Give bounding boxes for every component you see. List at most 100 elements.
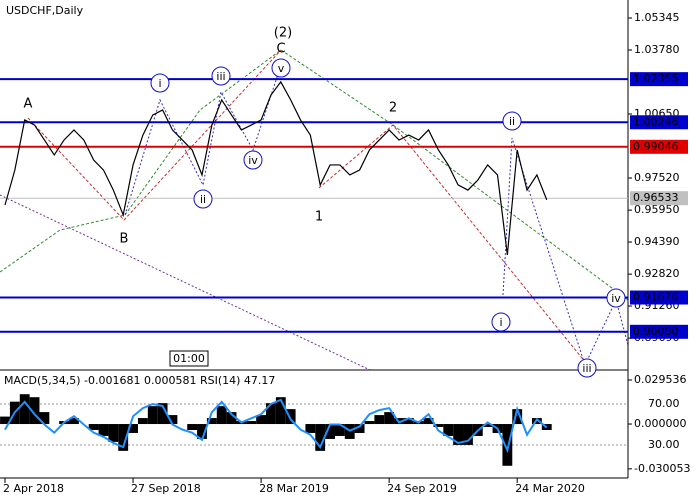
- x-tick-label: 2 Apr 2018: [3, 482, 64, 495]
- macd-bar: [39, 412, 50, 425]
- macd-bar: [69, 418, 79, 425]
- macd-bar: [354, 424, 365, 433]
- macd-bar: [19, 394, 30, 425]
- x-tick-label: 24 Sep 2019: [387, 482, 457, 495]
- rsi-line: [4, 398, 548, 454]
- wave-label: iii: [216, 70, 225, 83]
- level-label: 0.99046: [633, 140, 679, 153]
- wave-label: v: [278, 62, 285, 75]
- macd-bar: [216, 406, 227, 425]
- y-tick-label: 0.95950: [634, 203, 680, 216]
- macd-bar: [118, 424, 129, 451]
- wave-circle: [502, 111, 522, 131]
- level-box: [630, 72, 688, 87]
- macd-bar: [463, 424, 473, 445]
- macd-bar: [325, 424, 335, 439]
- level-box: [630, 115, 688, 130]
- wave-label: iii: [582, 362, 591, 375]
- wave-line: [124, 64, 282, 216]
- wave-lines: [0, 49, 629, 371]
- macd-bar: [403, 418, 414, 425]
- wave-label: 2: [389, 101, 397, 116]
- time-box: [169, 350, 209, 367]
- wave-circle: [243, 150, 263, 170]
- y2-tick-label: 30.00: [648, 438, 680, 451]
- macd-bar: [147, 406, 158, 425]
- level-label: 0.91676: [633, 291, 679, 304]
- macd-bar: [364, 421, 375, 425]
- level-label: 1.00246: [633, 115, 679, 128]
- wave-line: [280, 49, 629, 301]
- macd-bar: [187, 424, 198, 430]
- y-tick-label: 0.000000: [634, 417, 687, 430]
- wave-line: [502, 137, 629, 367]
- macd-bar: [315, 424, 326, 451]
- wave-circle: [491, 312, 511, 332]
- wave-label: ii: [509, 115, 515, 128]
- x-tick-label: 28 Mar 2019: [259, 482, 329, 495]
- level-label: 1.02355: [633, 72, 679, 85]
- level-box: [630, 139, 688, 154]
- wave-line: [318, 124, 591, 369]
- macd-bar: [137, 418, 148, 425]
- wave-line: [0, 49, 282, 273]
- y-tick-label: 0.94390: [634, 235, 680, 248]
- macd-bar: [275, 397, 286, 425]
- wave-label: i: [499, 316, 502, 329]
- x-tick-label: 27 Sep 2018: [131, 482, 201, 495]
- y-tick-label: 1.05345: [634, 11, 680, 24]
- macd-bar: [266, 403, 276, 425]
- macd-bar: [0, 416, 10, 425]
- wave-label: C: [276, 42, 285, 57]
- macd-bar: [453, 424, 464, 445]
- level-label: 0.90000: [633, 325, 679, 338]
- macd-bar: [98, 424, 109, 436]
- wave-label: B: [120, 232, 129, 247]
- macd-bar: [423, 418, 434, 425]
- macd-bar: [374, 415, 385, 425]
- level-label: 0.96533: [633, 191, 679, 204]
- macd-bar: [167, 415, 178, 425]
- macd-bar: [256, 415, 267, 425]
- wave-line: [27, 49, 282, 221]
- y-tick-label: 1.03780: [634, 43, 680, 56]
- time-box-label: 01:00: [173, 352, 205, 365]
- macd-bar: [512, 409, 523, 425]
- price-line: [4, 80, 548, 255]
- wave-label: iv: [611, 292, 621, 305]
- macd-bar: [482, 424, 493, 428]
- macd-bar: [226, 412, 237, 425]
- macd-bar: [502, 424, 513, 466]
- level-box: [630, 290, 688, 305]
- y-tick-label: -0.030053: [634, 462, 690, 475]
- wave-circle: [150, 73, 170, 93]
- macd-bar: [384, 412, 395, 425]
- symbol-label: USDCHF,Daily: [6, 4, 84, 17]
- wave-label: (2): [274, 26, 292, 41]
- macd-bar: [433, 424, 444, 428]
- level-box: [630, 324, 688, 339]
- y-tick-label: 0.97520: [634, 171, 680, 184]
- macd-bar: [197, 424, 207, 439]
- macd-bar: [29, 397, 40, 425]
- wave-circle: [271, 58, 291, 78]
- macd-bar: [246, 421, 257, 425]
- x-tick-label: 24 Mar 2020: [515, 482, 585, 495]
- wave-line: [0, 194, 371, 371]
- level-box: [630, 191, 688, 206]
- y-tick-label: 0.92820: [634, 267, 680, 280]
- macd-bar: [285, 409, 296, 425]
- macd-bar: [128, 424, 138, 433]
- macd-bar: [443, 424, 454, 436]
- wave-label: ii: [200, 193, 206, 206]
- indicator-title: MACD(5,34,5) -0.001681 0.000581 RSI(14) …: [4, 374, 275, 387]
- macd-bar: [206, 418, 217, 425]
- wave-label: iv: [248, 154, 258, 167]
- macd-bar: [334, 424, 345, 436]
- wave-circle: [606, 288, 626, 308]
- wave-circle: [577, 358, 597, 378]
- macd-bar: [108, 424, 119, 442]
- wave-label: i: [158, 77, 161, 90]
- wave-label: 1: [315, 210, 323, 225]
